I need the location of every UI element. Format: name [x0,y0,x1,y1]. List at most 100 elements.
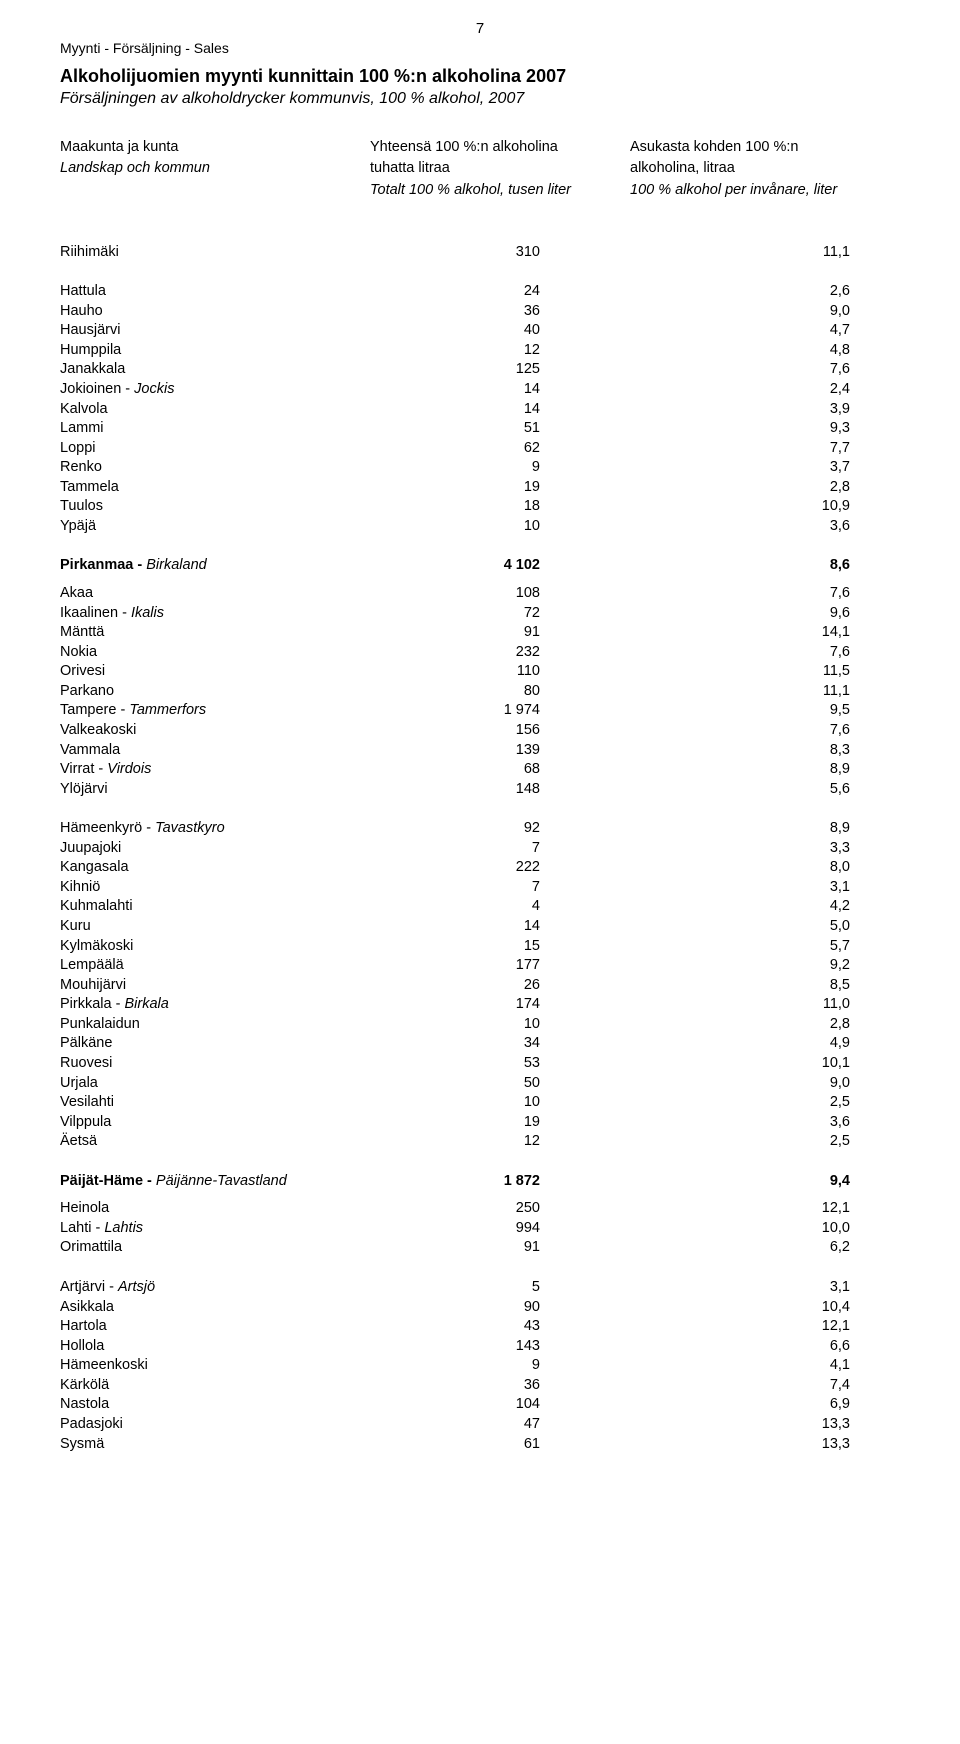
value-per-capita: 3,6 [550,1113,850,1133]
table-row: Urjala509,0 [60,1074,900,1094]
title-main: Alkoholijuomien myynti kunnittain 100 %:… [60,64,900,88]
table-row: Hämeenkyrö - Tavastkyro928,9 [60,819,900,839]
row-label: Riihimäki [60,243,370,263]
spacer [60,203,900,243]
column-header-row-3: Totalt 100 % alkohol, tusen liter 100 % … [60,181,900,201]
value-per-capita: 10,4 [550,1298,850,1318]
value-per-capita: 8,0 [550,858,850,878]
value-per-capita: 8,6 [550,556,850,576]
table-row: Ikaalinen - Ikalis729,6 [60,604,900,624]
value-per-capita: 9,5 [550,701,850,721]
row-label: Punkalaidun [60,1015,370,1035]
value-per-capita: 11,0 [550,995,850,1015]
value-total: 7 [370,878,550,898]
row-label: Ylöjärvi [60,780,370,800]
breadcrumb-line: Myynti - Försäljning - Sales [60,40,900,56]
table-row: Orimattila916,2 [60,1238,900,1258]
value-total: 50 [370,1074,550,1094]
value-total: 61 [370,1435,550,1455]
table-row: Ruovesi5310,1 [60,1054,900,1074]
value-total: 34 [370,1034,550,1054]
row-label: Pirkanmaa - Birkaland [60,556,370,576]
value-total: 90 [370,1298,550,1318]
value-per-capita: 2,5 [550,1093,850,1113]
value-per-capita: 4,1 [550,1356,850,1376]
value-total: 125 [370,360,550,380]
row-label: Kuhmalahti [60,897,370,917]
value-total: 148 [370,780,550,800]
value-total: 110 [370,662,550,682]
value-total: 14 [370,917,550,937]
value-total: 36 [370,302,550,322]
value-total: 47 [370,1415,550,1435]
value-total: 62 [370,439,550,459]
page-number: 7 [476,20,484,37]
table-row: Hämeenkoski94,1 [60,1356,900,1376]
value-total: 174 [370,995,550,1015]
table-row: Heinola25012,1 [60,1199,900,1219]
row-label: Heinola [60,1199,370,1219]
value-per-capita: 7,6 [550,643,850,663]
value-total: 222 [370,858,550,878]
row-label: Artjärvi - Artsjö [60,1278,370,1298]
table-row: Lempäälä1779,2 [60,956,900,976]
table-row: Lammi519,3 [60,419,900,439]
row-label: Jokioinen - Jockis [60,380,370,400]
row-label: Parkano [60,682,370,702]
table-row: Renko93,7 [60,458,900,478]
value-per-capita: 9,0 [550,1074,850,1094]
row-label: Äetsä [60,1132,370,1152]
value-total: 72 [370,604,550,624]
table-row: Tammela192,8 [60,478,900,498]
spacer [60,1191,900,1199]
value-total: 994 [370,1219,550,1239]
row-label: Kärkölä [60,1376,370,1396]
table-row: Kalvola143,9 [60,400,900,420]
table-row: Mänttä9114,1 [60,623,900,643]
value-per-capita: 13,3 [550,1435,850,1455]
value-total: 80 [370,682,550,702]
value-total: 12 [370,1132,550,1152]
spacer [60,1258,900,1278]
row-label: Urjala [60,1074,370,1094]
row-label: Kuru [60,917,370,937]
value-total: 5 [370,1278,550,1298]
table-row: Kuru145,0 [60,917,900,937]
value-per-capita: 11,5 [550,662,850,682]
row-label: Akaa [60,584,370,604]
table-row: Hausjärvi404,7 [60,321,900,341]
table-row: Vilppula193,6 [60,1113,900,1133]
value-total: 177 [370,956,550,976]
value-total: 310 [370,243,550,263]
value-per-capita: 9,0 [550,302,850,322]
table-row: Lahti - Lahtis99410,0 [60,1219,900,1239]
value-total: 91 [370,1238,550,1258]
value-per-capita: 5,6 [550,780,850,800]
value-per-capita: 9,3 [550,419,850,439]
value-per-capita: 8,9 [550,819,850,839]
row-label: Janakkala [60,360,370,380]
value-total: 143 [370,1337,550,1357]
row-label: Orimattila [60,1238,370,1258]
header-b2: tuhatta litraa [370,159,630,179]
value-total: 15 [370,937,550,957]
section-header-row: Pirkanmaa - Birkaland4 1028,6 [60,556,900,576]
value-per-capita: 7,6 [550,584,850,604]
table-row: Punkalaidun102,8 [60,1015,900,1035]
value-per-capita: 12,1 [550,1199,850,1219]
value-total: 10 [370,1093,550,1113]
table-row: Kärkölä367,4 [60,1376,900,1396]
table-row: Juupajoki73,3 [60,839,900,859]
value-per-capita: 6,9 [550,1395,850,1415]
value-total: 43 [370,1317,550,1337]
value-per-capita: 9,2 [550,956,850,976]
value-per-capita: 2,5 [550,1132,850,1152]
row-label: Kylmäkoski [60,937,370,957]
table-row: Hattula242,6 [60,282,900,302]
value-per-capita: 2,6 [550,282,850,302]
value-per-capita: 4,2 [550,897,850,917]
table-row: Hollola1436,6 [60,1337,900,1357]
value-total: 4 102 [370,556,550,576]
value-per-capita: 4,7 [550,321,850,341]
value-total: 9 [370,458,550,478]
